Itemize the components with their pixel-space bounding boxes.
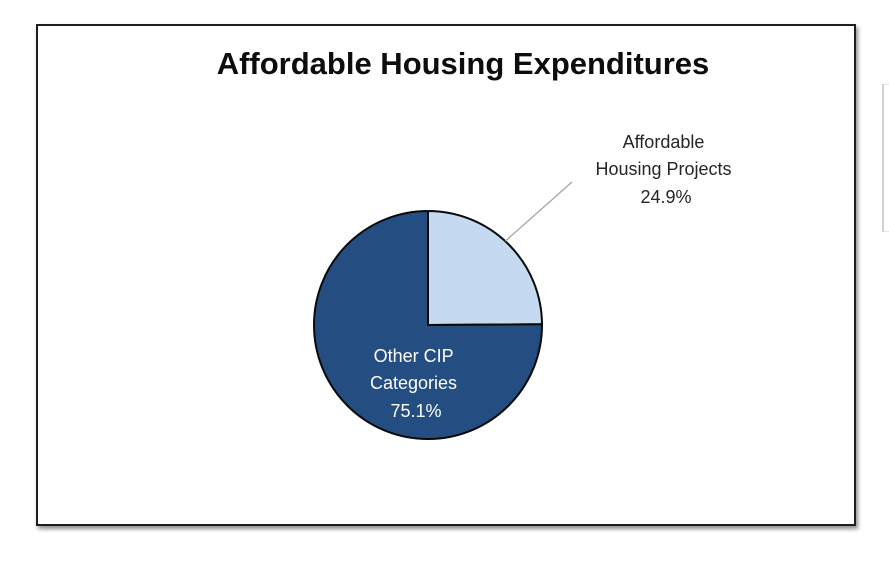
label-affordable-housing-projects: Affordable Housing Projects 24.9% xyxy=(595,132,736,207)
chart-title: Affordable Housing Expenditures xyxy=(216,46,710,81)
label-line: Affordable xyxy=(623,132,705,152)
label-line: Other CIP xyxy=(374,346,454,366)
chart-frame xyxy=(36,24,856,526)
leader-line xyxy=(504,181,573,242)
label-other-cip-categories: Other CIP Categories 75.1% xyxy=(370,346,462,421)
label-line: Housing Projects xyxy=(595,159,731,179)
label-line: Categories xyxy=(370,373,457,393)
slice-other-cip-categories xyxy=(313,210,544,440)
adjacent-panel-edge xyxy=(882,84,889,232)
slice-affordable-housing-projects xyxy=(427,210,543,326)
label-percent: 24.9% xyxy=(640,187,691,207)
label-percent: 75.1% xyxy=(390,401,441,421)
